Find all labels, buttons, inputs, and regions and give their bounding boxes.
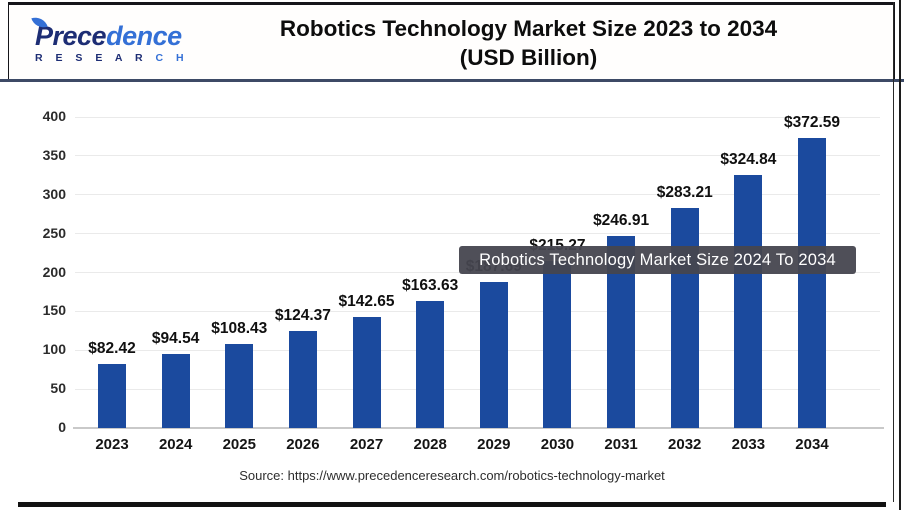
bar-value-label: $82.42 (88, 339, 136, 357)
bar-value-label: $283.21 (656, 183, 713, 201)
x-axis-label-2029: 2029 (477, 436, 511, 453)
bar-value-label: $94.54 (151, 330, 200, 348)
gridline (75, 349, 880, 351)
y-axis-tick-label: 350 (42, 146, 66, 163)
y-axis-tick-label: 100 (42, 341, 66, 358)
bar-2030[interactable] (543, 260, 572, 428)
x-axis-label-2025: 2025 (222, 436, 256, 453)
x-axis-label-2030: 2030 (540, 436, 575, 453)
bar-2032[interactable] (670, 207, 699, 428)
x-axis-label-2024: 2024 (158, 436, 193, 453)
x-axis-baseline (73, 427, 884, 429)
y-axis-tick-label: 150 (42, 302, 66, 319)
frame-right-inner-line (893, 2, 894, 502)
y-axis-tick-label: 200 (42, 263, 66, 280)
bar-value-label: $124.37 (274, 307, 331, 325)
bar-2034[interactable] (797, 138, 826, 428)
bar-2026[interactable] (288, 331, 317, 428)
chart-title-line2: (USD Billion) (459, 45, 598, 70)
gridline (75, 194, 880, 196)
bar-2024[interactable] (161, 354, 190, 428)
x-axis-label-2027: 2027 (349, 436, 384, 453)
gridline (75, 388, 880, 390)
bar-value-label: $372.59 (783, 114, 840, 132)
logo-wordmark: Precedence (31, 14, 221, 51)
precedence-research-logo: Precedence R E S E A R C H (9, 14, 221, 64)
chart-title-line1: Robotics Technology Market Size 2023 to … (279, 16, 778, 41)
y-axis-tick-label: 300 (42, 185, 66, 202)
bar-2023[interactable] (98, 363, 126, 428)
bar-value-label: $163.63 (402, 276, 459, 294)
chart-title: Robotics Technology Market Size 2023 to … (221, 14, 836, 72)
x-axis-label-2032: 2032 (668, 436, 702, 453)
source-citation: Source: https://www.precedenceresearch.c… (239, 468, 665, 483)
x-axis-label-2028: 2028 (413, 436, 447, 453)
x-axis-label-2034: 2034 (795, 436, 829, 453)
figure-header: Precedence R E S E A R C H Robotics Tech… (8, 2, 895, 81)
x-axis-label-2031: 2031 (604, 436, 638, 453)
x-axis-label-2023: 2023 (95, 436, 129, 453)
bar-2027[interactable] (352, 317, 381, 428)
bar-2028[interactable] (416, 300, 445, 428)
bar-2025[interactable] (225, 343, 254, 428)
x-axis-label-2026: 2026 (286, 436, 320, 453)
y-axis-tick-label: 50 (50, 380, 66, 397)
frame-right-outer-line (899, 0, 901, 510)
gridline (75, 233, 880, 235)
y-axis-tick-label: 0 (58, 419, 66, 435)
bar-value-label: $246.91 (593, 212, 650, 230)
bar-2029[interactable] (479, 282, 508, 428)
bar-value-label: $324.84 (720, 151, 777, 169)
hover-tooltip: Robotics Technology Market Size 2024 To … (459, 246, 856, 274)
bar-value-label: $108.43 (211, 319, 268, 337)
gridline (75, 155, 880, 157)
bar-2033[interactable] (734, 175, 763, 428)
logo-text-light: dence (106, 21, 182, 51)
x-axis-label-2033: 2033 (731, 436, 766, 453)
logo-subtitle: R E S E A R C H (35, 52, 189, 64)
bar-value-label: $142.65 (338, 293, 395, 311)
bottom-border-bar (18, 502, 886, 507)
header-separator-line (0, 79, 904, 82)
y-axis-tick-label: 250 (42, 224, 66, 241)
gridline (75, 310, 880, 312)
y-axis-tick-label: 400 (42, 108, 66, 124)
gridline (75, 116, 880, 118)
